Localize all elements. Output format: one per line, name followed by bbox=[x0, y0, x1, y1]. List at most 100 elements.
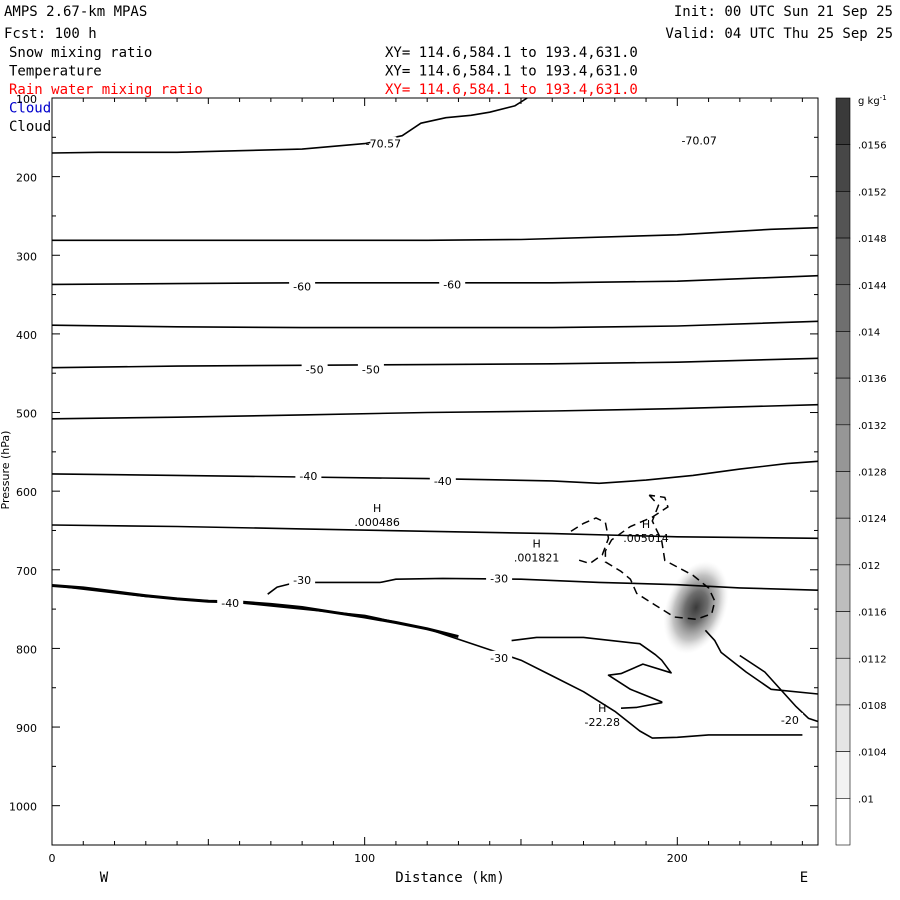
maximum-marker: H bbox=[373, 502, 381, 515]
contour-label-bg bbox=[776, 712, 803, 726]
maximum-marker: H bbox=[598, 702, 606, 715]
colorbar-swatch bbox=[835, 424, 851, 472]
y-axis-label: Pressure (hPa) bbox=[0, 431, 12, 510]
maximum-value: .005014 bbox=[623, 532, 669, 545]
maximum-marker: H bbox=[532, 538, 540, 551]
contour-label-bg bbox=[439, 277, 466, 291]
isotherm-line bbox=[51, 320, 819, 329]
colorbar-level: .0156 bbox=[858, 141, 887, 152]
contour-label-bg bbox=[357, 362, 384, 376]
plot-background bbox=[52, 98, 818, 845]
colorbar-level: .0112 bbox=[858, 654, 887, 665]
isotherm-contours bbox=[51, 97, 819, 739]
colorbar-level: .0116 bbox=[858, 608, 887, 619]
colorbar-level: .0144 bbox=[858, 281, 887, 292]
y-tick-label: 900 bbox=[16, 722, 37, 735]
contour-label: -50 bbox=[306, 363, 324, 376]
x-axis-label: Distance (km) bbox=[395, 870, 505, 886]
contour-label: -50 bbox=[362, 363, 380, 376]
colorbar-swatch bbox=[835, 564, 851, 612]
east-label: E bbox=[800, 870, 808, 886]
colorbar-level: .012 bbox=[858, 561, 880, 572]
plot-area: -70.57 -70.07 -60 -60 -50 -50 -40 -40 -30 -30 -40 -… bbox=[9, 93, 819, 865]
field-extent: XY= 114.6,584.1 to 193.4,631.0 bbox=[385, 45, 638, 61]
contour-label-bg bbox=[370, 136, 397, 150]
contour-label-bg bbox=[429, 473, 456, 487]
west-label: W bbox=[100, 870, 109, 886]
init-time: Init: 00 UTC Sun 21 Sep 25 bbox=[674, 4, 893, 20]
cloud-ice-contour bbox=[604, 494, 716, 621]
isotherm-line bbox=[51, 274, 819, 286]
colorbar-swatch bbox=[835, 471, 851, 519]
isotherm-line bbox=[51, 97, 528, 154]
y-tick-label: 100 bbox=[16, 93, 37, 106]
colorbar-level: .014 bbox=[858, 327, 880, 338]
colorbar-level: .0132 bbox=[858, 421, 887, 432]
contour-label: -70.57 bbox=[366, 138, 401, 151]
colorbar-unit-exponent: -1 bbox=[880, 94, 887, 102]
colorbar-swatch bbox=[835, 237, 851, 286]
contour-label: -40 bbox=[434, 475, 452, 488]
y-tick-label: 1000 bbox=[9, 801, 37, 814]
isotherm-line bbox=[51, 357, 819, 369]
field-name: Temperature bbox=[9, 64, 102, 80]
colorbar-swatch bbox=[835, 191, 851, 239]
colorbar: g kg-1 .0156 .0152 .0148 .0144 .014 .0136 .013… bbox=[835, 94, 887, 846]
colorbar-swatch bbox=[835, 798, 851, 846]
maximum-value: .000486 bbox=[354, 516, 400, 529]
contour-label-bg bbox=[289, 573, 316, 587]
colorbar-swatch bbox=[835, 704, 851, 752]
y-tick-label: 200 bbox=[16, 172, 37, 185]
contour-label: -20 bbox=[781, 714, 799, 727]
isotherm-line bbox=[739, 654, 819, 723]
colorbar-swatch bbox=[835, 144, 851, 192]
contour-label: -40 bbox=[299, 470, 317, 483]
field-extent: XY= 114.6,584.1 to 193.4,631.0 bbox=[385, 82, 638, 98]
field-extent: XY= 114.6,584.1 to 193.4,631.0 bbox=[385, 64, 638, 80]
contour-label-bg bbox=[486, 571, 513, 585]
y-tick-label: 800 bbox=[16, 643, 37, 656]
colorbar-swatch bbox=[835, 517, 851, 566]
colorbar-swatch bbox=[835, 97, 851, 145]
y-tick-label: 300 bbox=[16, 250, 37, 263]
contour-labels: -70.57 -70.07 -60 -60 -50 -50 -40 -40 -30 -30 -40 -… bbox=[217, 133, 803, 729]
x-tick-label: 200 bbox=[667, 852, 688, 865]
colorbar-level: .0128 bbox=[858, 468, 887, 479]
isotherm-line bbox=[511, 636, 672, 709]
contour-label: -30 bbox=[490, 572, 508, 585]
contour-label-bg bbox=[686, 133, 713, 147]
colorbar-level: .0152 bbox=[858, 187, 887, 198]
valid-time: Valid: 04 UTC Thu 25 Sep 25 bbox=[665, 26, 893, 42]
colorbar-swatch bbox=[835, 377, 851, 426]
x-tick-label: 0 bbox=[49, 852, 56, 865]
contour-label: -60 bbox=[293, 281, 311, 294]
colorbar-level: .0104 bbox=[858, 748, 887, 759]
x-tick-label: 100 bbox=[354, 852, 375, 865]
contour-label-bg bbox=[295, 469, 322, 483]
isotherm-line bbox=[704, 629, 819, 695]
colorbar-unit: g kg-1 bbox=[858, 94, 887, 107]
contour-label-bg bbox=[301, 362, 328, 376]
colorbar-swatch bbox=[835, 331, 851, 379]
contour-label-bg bbox=[289, 279, 316, 293]
cloud-ice-contour bbox=[570, 517, 610, 565]
colorbar-level: .0148 bbox=[858, 234, 887, 245]
isotherm-line bbox=[51, 460, 819, 485]
field-name: Snow mixing ratio bbox=[9, 45, 152, 61]
plot-frame bbox=[51, 97, 819, 846]
model-title: AMPS 2.67-km MPAS bbox=[4, 4, 147, 20]
colorbar-swatch bbox=[835, 751, 851, 799]
colorbar-swatch bbox=[835, 611, 851, 659]
y-tick-label: 600 bbox=[16, 486, 37, 499]
colorbar-level: .01 bbox=[858, 794, 874, 805]
isotherm-line bbox=[51, 403, 819, 420]
colorbar-swatch bbox=[835, 284, 851, 332]
contour-label-bg bbox=[217, 595, 244, 609]
dashed-contours bbox=[570, 494, 716, 621]
contour-label: -60 bbox=[443, 278, 461, 291]
y-tick-label: 700 bbox=[16, 565, 37, 578]
field-name: Rain water mixing ratio bbox=[9, 82, 203, 98]
colorbar-level: .0108 bbox=[858, 701, 887, 712]
isotherm-line bbox=[51, 584, 803, 739]
